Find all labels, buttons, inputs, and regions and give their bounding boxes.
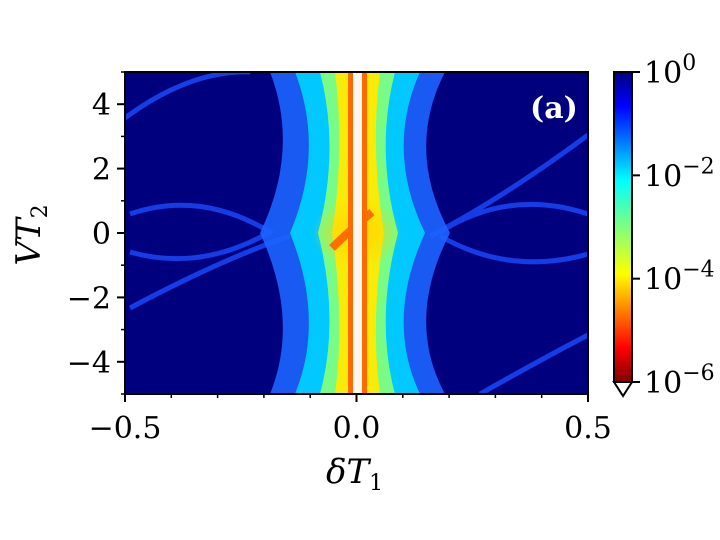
colorbar-extend-triangle bbox=[612, 381, 634, 398]
colorbar-tick-label: 10−4 bbox=[644, 258, 715, 298]
y-tick-label: −4 bbox=[67, 346, 111, 381]
colorbar-tick-label: 100 bbox=[644, 51, 696, 91]
colorbar-tick-label: 10−2 bbox=[644, 154, 715, 194]
x-tick-label: 0.5 bbox=[564, 411, 612, 446]
panel-label: (a) bbox=[530, 91, 578, 126]
heatmap-plot-area bbox=[125, 72, 588, 394]
y-axis-label-main: VT bbox=[9, 216, 49, 266]
arc-right-lobe-top bbox=[438, 201, 588, 235]
y-axis-label: VT2 bbox=[9, 204, 53, 265]
colorbar: 100 10−2 10−4 10−6 bbox=[612, 51, 715, 401]
colorbar-body bbox=[614, 72, 632, 382]
central-low-line bbox=[353, 72, 362, 394]
x-axis-label-subscript: 1 bbox=[369, 471, 383, 496]
y-axis-label-subscript: 2 bbox=[28, 204, 53, 218]
x-axis-label-main: δT bbox=[326, 452, 371, 492]
x-axis-label: δT1 bbox=[326, 452, 383, 496]
central-line-left bbox=[348, 72, 354, 394]
arc-right-lobe-bottom bbox=[438, 233, 588, 265]
colorbar-tick-label: 10−6 bbox=[644, 361, 715, 401]
colorbar-frame bbox=[613, 71, 633, 383]
y-axis: −4 −2 0 2 4 bbox=[67, 71, 125, 395]
y-tick-label: 4 bbox=[92, 88, 111, 123]
y-tick-label: −2 bbox=[67, 281, 111, 316]
y-tick-label: 2 bbox=[92, 153, 111, 188]
central-line-right bbox=[361, 72, 367, 394]
x-tick-label: −0.5 bbox=[89, 411, 162, 446]
y-tick-label: 0 bbox=[92, 217, 111, 252]
colorbar-ticks: 100 10−2 10−4 10−6 bbox=[632, 51, 715, 401]
x-tick-label: 0.0 bbox=[333, 411, 381, 446]
side-band-arcs bbox=[125, 72, 588, 394]
x-axis: −0.5 0.0 0.5 bbox=[89, 394, 612, 446]
arc-bottom-right bbox=[478, 332, 588, 394]
